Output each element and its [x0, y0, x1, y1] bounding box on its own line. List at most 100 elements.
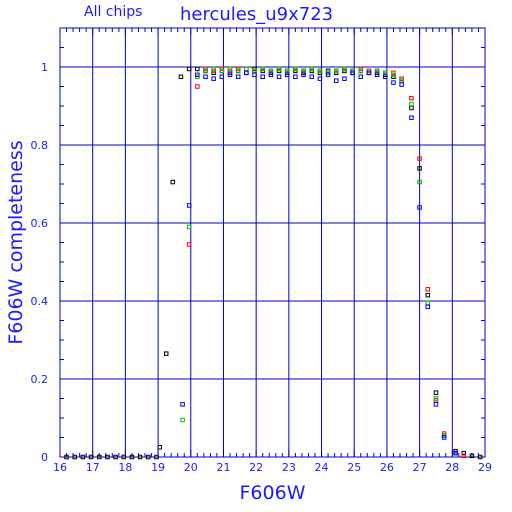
- data-point-series-4: [252, 72, 257, 78]
- data-point-series-4: [342, 76, 347, 81]
- data-point-series-4: [309, 74, 314, 79]
- y-tick-label: 0: [41, 451, 48, 464]
- data-point-series-4: [441, 435, 447, 440]
- x-tick-label: 18: [118, 461, 132, 474]
- x-tick-label: 25: [347, 461, 361, 474]
- data-point-series-3: [433, 396, 439, 401]
- data-point-series-3: [358, 68, 364, 74]
- x-tick-label: 23: [282, 461, 296, 474]
- data-point-series-1: [96, 454, 102, 460]
- data-point-series-2: [461, 453, 466, 459]
- data-point-series-1: [154, 454, 159, 460]
- data-point-series-2: [244, 66, 249, 72]
- data-point-series-4: [195, 72, 200, 78]
- data-point-series-1: [244, 70, 249, 76]
- x-tick-label: 20: [184, 461, 198, 474]
- data-point-series-4: [325, 72, 331, 78]
- data-point-series-1: [425, 292, 431, 298]
- chip-label: All chips: [84, 4, 143, 20]
- data-point-series-1: [129, 454, 135, 460]
- x-tick-label: 27: [413, 461, 427, 474]
- data-point-series-3: [409, 101, 414, 107]
- data-point-series-3: [219, 68, 225, 74]
- data-point-series-3: [425, 300, 431, 306]
- data-point-series-4: [350, 70, 355, 76]
- data-point-series-4: [180, 402, 185, 407]
- data-point-series-3: [180, 417, 185, 423]
- y-tick-label: 0.2: [31, 373, 49, 386]
- data-point-series-1: [121, 454, 126, 460]
- data-point-series-1: [417, 166, 422, 171]
- data-point-series-1: [170, 179, 176, 185]
- x-tick-label: 26: [380, 461, 394, 474]
- data-point-series-4: [391, 80, 396, 85]
- data-point-series-3: [244, 66, 249, 72]
- data-point-series-1: [146, 454, 151, 460]
- data-point-series-4: [284, 72, 290, 78]
- data-point-series-3: [317, 68, 323, 74]
- data-point-series-4: [219, 74, 225, 79]
- data-point-series-4: [276, 74, 282, 79]
- x-tick-label: 24: [315, 461, 329, 474]
- data-point-series-4: [227, 72, 233, 78]
- data-point-series-3: [203, 68, 208, 74]
- data-point-series-2: [425, 287, 431, 292]
- y-tick-label: 1: [41, 61, 48, 74]
- data-point-series-3: [293, 66, 298, 72]
- data-point-series-4: [334, 78, 339, 83]
- y-tick-label: 0.8: [31, 139, 49, 152]
- x-tick-label: 21: [216, 461, 230, 474]
- data-point-series-1: [178, 74, 184, 79]
- x-tick-label: 17: [86, 461, 100, 474]
- data-point-series-4: [433, 402, 439, 407]
- y-tick-label: 0.4: [31, 295, 49, 308]
- data-point-series-1: [409, 105, 414, 111]
- data-point-series-1: [137, 454, 143, 460]
- data-point-series-1: [461, 450, 466, 456]
- data-point-series-3: [260, 66, 265, 72]
- x-tick-label: 19: [151, 461, 165, 474]
- data-point-series-4: [211, 76, 216, 81]
- data-point-series-2: [186, 242, 192, 247]
- data-point-series-2: [417, 156, 422, 161]
- data-point-series-1: [186, 66, 192, 72]
- data-point-series-4: [293, 74, 298, 79]
- data-point-series-4: [425, 304, 431, 310]
- x-axis-label: F606W: [240, 482, 306, 504]
- data-point-series-4: [186, 203, 192, 208]
- x-tick-label: 28: [445, 461, 459, 474]
- x-tick-label: 22: [249, 461, 263, 474]
- data-point-series-4: [453, 450, 458, 456]
- data-point-series-1: [64, 454, 69, 460]
- data-point-series-3: [391, 72, 396, 78]
- data-point-series-4: [409, 115, 414, 120]
- data-point-series-3: [211, 66, 216, 72]
- data-point-series-4: [417, 205, 422, 210]
- chart-title: hercules_u9x723: [180, 4, 334, 25]
- data-point-series-4: [317, 76, 323, 81]
- data-point-series-4: [260, 74, 265, 79]
- data-point-series-3: [235, 68, 241, 74]
- data-point-series-1: [80, 454, 86, 460]
- data-point-series-3: [342, 66, 347, 72]
- data-point-series-4: [235, 74, 241, 79]
- data-point-series-1: [88, 454, 94, 460]
- data-point-series-4: [301, 72, 306, 78]
- data-point-series-1: [113, 454, 118, 460]
- x-tick-label: 29: [478, 461, 492, 474]
- data-point-series-3: [227, 66, 233, 72]
- data-point-series-2: [195, 84, 200, 89]
- y-tick-label: 0.6: [31, 217, 49, 230]
- data-point-series-4: [366, 70, 372, 76]
- x-tick-label: 16: [53, 461, 67, 474]
- data-point-series-2: [409, 95, 414, 101]
- plot-frame: [59, 27, 486, 458]
- data-point-series-4: [244, 70, 249, 76]
- data-point-series-1: [105, 454, 110, 460]
- data-point-series-1: [164, 351, 169, 356]
- data-point-series-1: [195, 66, 200, 72]
- data-point-series-4: [203, 74, 208, 79]
- data-point-series-3: [186, 224, 192, 230]
- data-point-series-3: [276, 66, 282, 72]
